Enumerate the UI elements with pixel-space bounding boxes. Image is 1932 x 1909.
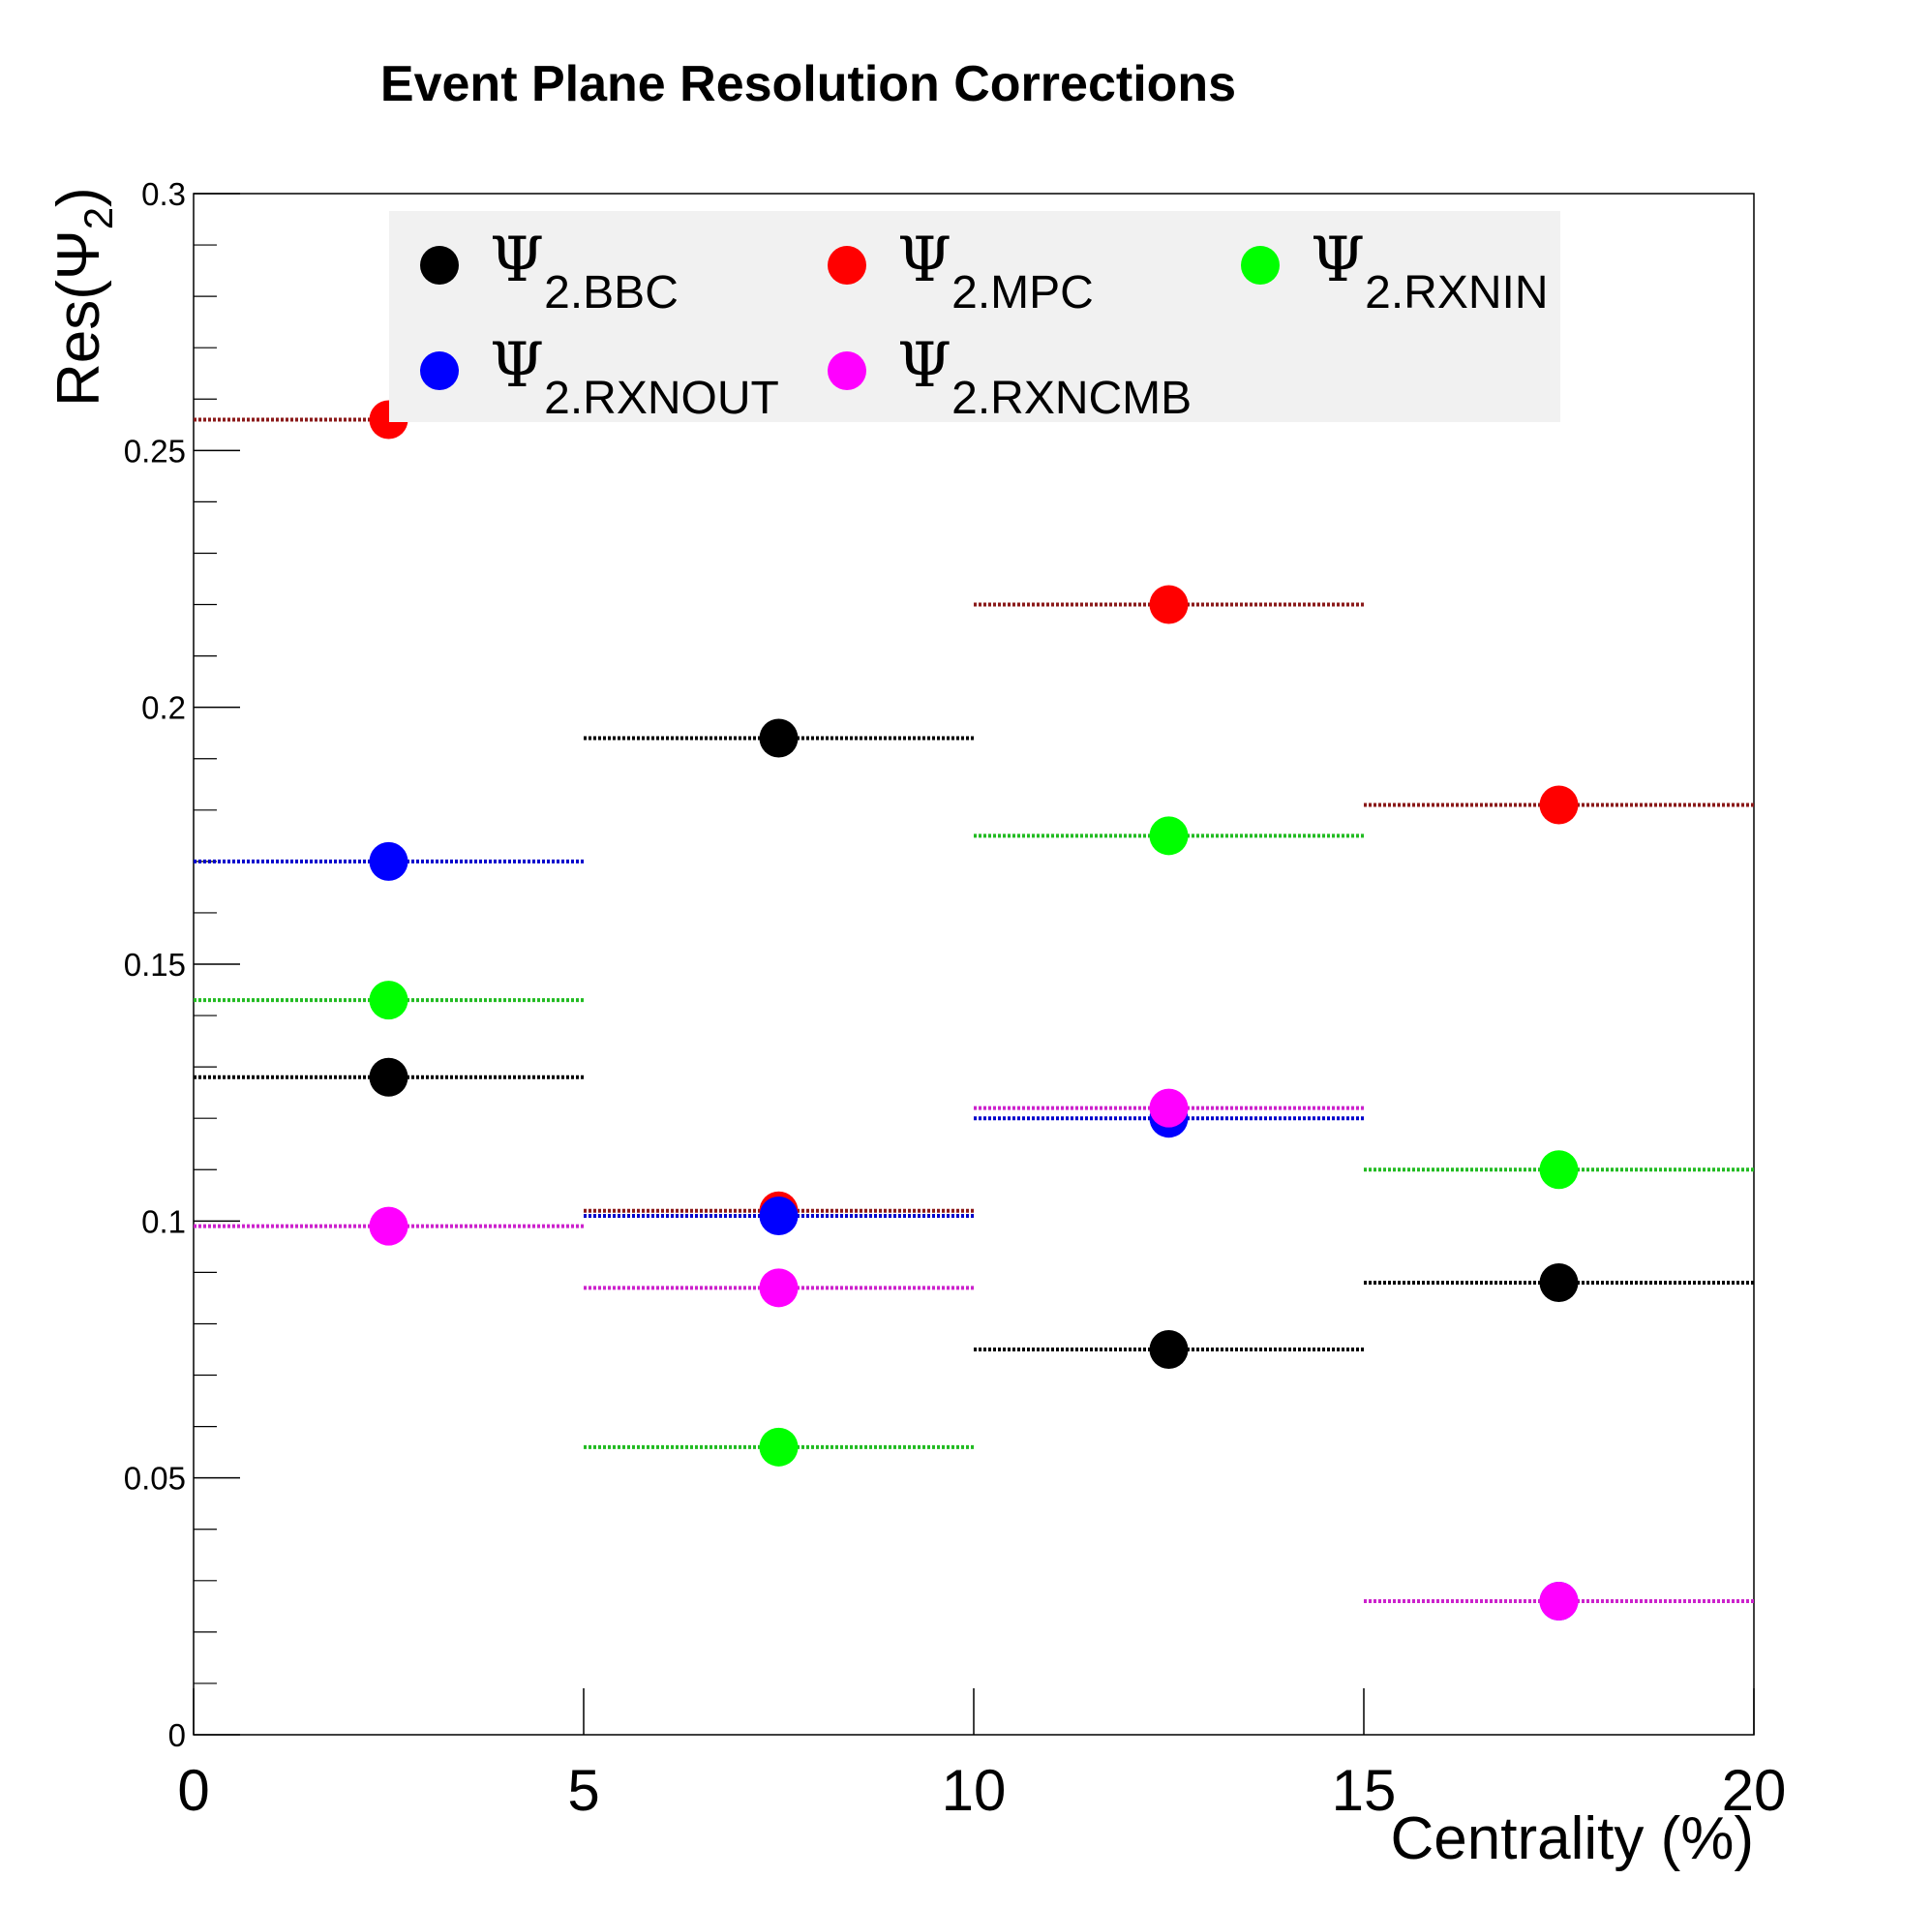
legend-entry: Ψ2.RXNIN bbox=[1241, 225, 1549, 318]
data-point bbox=[369, 1057, 408, 1097]
y-tick-label: 0.1 bbox=[141, 1203, 186, 1239]
data-point bbox=[759, 1197, 799, 1236]
y-axis-label: Res(Ψ2) bbox=[45, 187, 121, 407]
data-point bbox=[759, 718, 799, 758]
data-point bbox=[759, 1268, 799, 1308]
series-2-rxnout bbox=[194, 841, 1754, 1621]
chart-title: Event Plane Resolution Corrections bbox=[380, 56, 1236, 112]
data-point bbox=[369, 841, 408, 881]
plot-frame bbox=[193, 193, 1755, 1736]
data-point bbox=[759, 1427, 799, 1467]
x-tick-label: 0 bbox=[177, 1758, 209, 1823]
legend-label: Ψ2.MPC bbox=[897, 225, 1094, 318]
legend-marker bbox=[828, 246, 866, 285]
data-point bbox=[1539, 1150, 1579, 1190]
x-tick-label: 15 bbox=[1332, 1758, 1397, 1823]
y-tick-label: 0 bbox=[168, 1717, 186, 1753]
legend-entry: Ψ2.RXNOUT bbox=[420, 330, 779, 424]
y-axis: 0 0.05 0.1 0.15 0.2 0.25 0.3 bbox=[124, 176, 240, 1753]
data-point bbox=[1149, 1330, 1189, 1369]
legend-entry: Ψ2.RXNCMB bbox=[828, 330, 1192, 424]
legend: Ψ2.BBC Ψ2.MPC Ψ2.RXNIN Ψ2.RXNOUT Ψ2.RXNCMB bbox=[389, 211, 1560, 424]
series-2-rxncmb bbox=[194, 1088, 1754, 1621]
data-point bbox=[1149, 1088, 1189, 1128]
legend-marker bbox=[420, 246, 459, 285]
legend-label: Ψ2.RXNIN bbox=[1311, 225, 1549, 318]
x-tick-label: 20 bbox=[1722, 1758, 1787, 1823]
data-point bbox=[1539, 785, 1579, 825]
legend-label: Ψ2.BBC bbox=[490, 225, 679, 318]
y-tick-label: 0.15 bbox=[124, 947, 186, 983]
data-point bbox=[1149, 816, 1189, 856]
legend-marker bbox=[1241, 246, 1280, 285]
y-tick-label: 0.3 bbox=[141, 176, 186, 212]
x-axis: 0 5 10 15 20 bbox=[177, 1688, 1786, 1823]
legend-marker bbox=[828, 351, 866, 390]
data-point bbox=[1539, 1263, 1579, 1303]
data-point bbox=[369, 981, 408, 1020]
legend-box bbox=[389, 211, 1560, 422]
series-2-rxnin bbox=[194, 816, 1754, 1467]
x-axis-label: Centrality (%) bbox=[1390, 1805, 1754, 1872]
data-layer bbox=[194, 400, 1754, 1621]
series-2-mpc bbox=[194, 400, 1754, 1230]
data-point bbox=[1539, 1582, 1579, 1621]
data-point bbox=[369, 1206, 408, 1246]
legend-marker bbox=[420, 351, 459, 390]
y-tick-label: 0.25 bbox=[124, 433, 186, 469]
y-tick-label: 0.05 bbox=[124, 1461, 186, 1497]
legend-label: Ψ2.RXNCMB bbox=[897, 330, 1192, 424]
series-2-bbc bbox=[194, 718, 1754, 1369]
legend-entry: Ψ2.BBC bbox=[420, 225, 679, 318]
x-tick-label: 10 bbox=[942, 1758, 1007, 1823]
y-tick-label: 0.2 bbox=[141, 690, 186, 726]
x-tick-label: 5 bbox=[567, 1758, 599, 1823]
legend-entry: Ψ2.MPC bbox=[828, 225, 1094, 318]
data-point bbox=[1149, 585, 1189, 624]
legend-label: Ψ2.RXNOUT bbox=[490, 330, 779, 424]
